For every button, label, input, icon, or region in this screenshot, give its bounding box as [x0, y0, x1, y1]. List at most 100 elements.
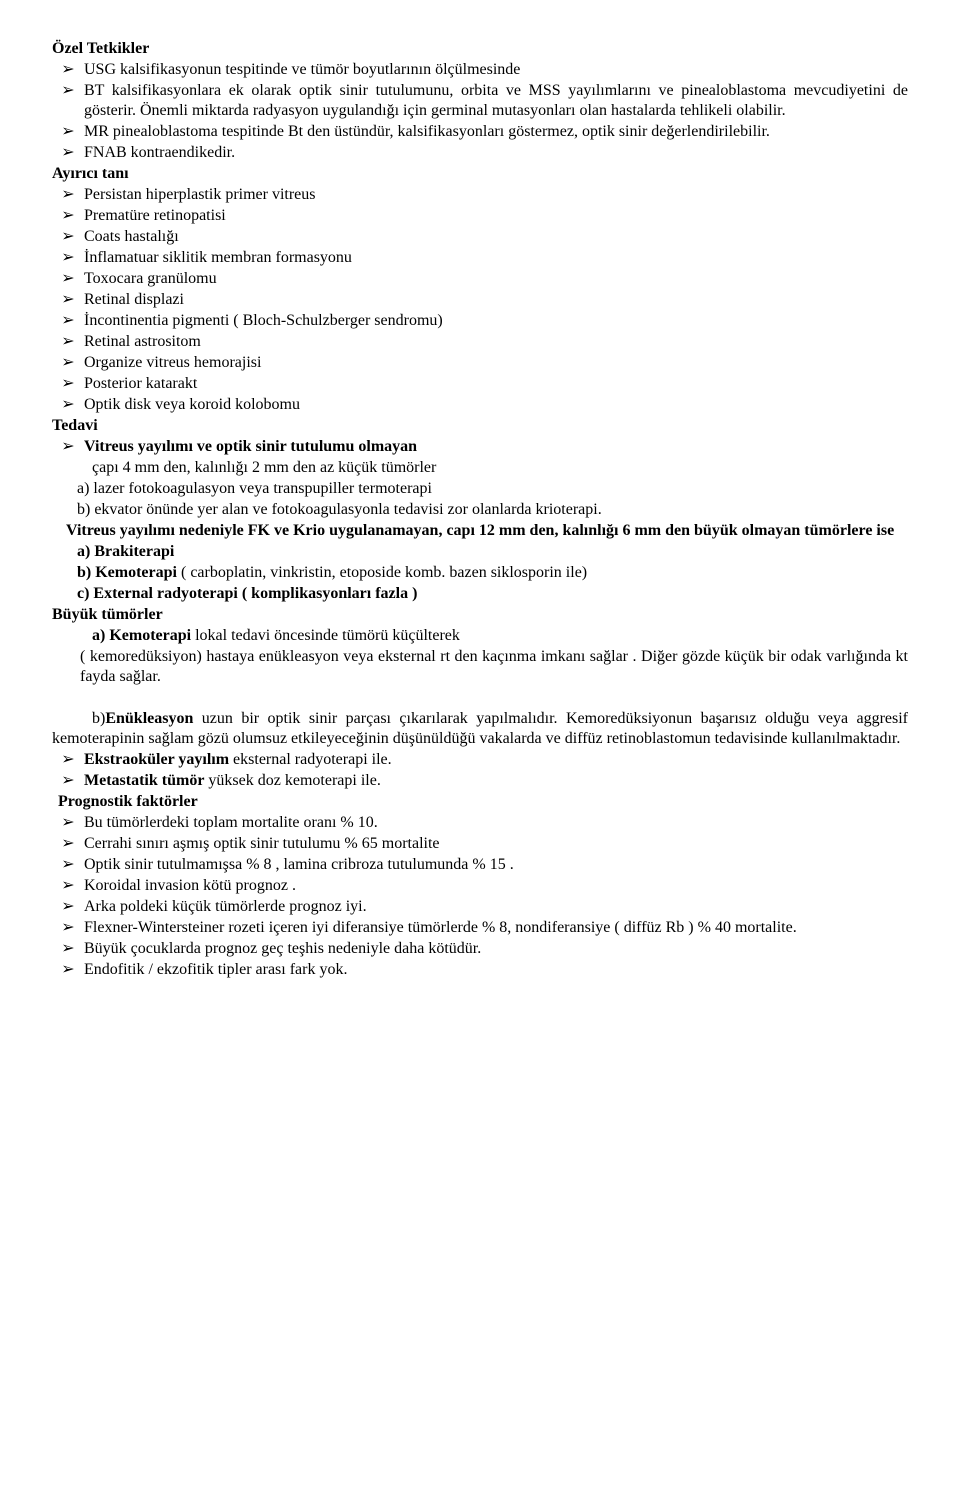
- arrow-icon: ➢: [52, 960, 84, 980]
- bullet-item: ➢ USG kalsifikasyonun tespitinde ve tümö…: [52, 60, 908, 80]
- arrow-icon: ➢: [52, 227, 84, 247]
- arrow-icon: ➢: [52, 834, 84, 854]
- bullet-item: ➢Retinal astrositom: [52, 332, 908, 352]
- bullet-text: Koroidal invasion kötü prognoz .: [84, 876, 908, 896]
- heading-ayirici-tani: Ayırıcı tanı: [52, 164, 908, 184]
- bullet-text: MR pinealoblastoma tespitinde Bt den üst…: [84, 122, 908, 142]
- body-text: çapı 4 mm den, kalınlığı 2 mm den az küç…: [52, 458, 908, 478]
- arrow-icon: ➢: [52, 332, 84, 352]
- arrow-icon: ➢: [52, 771, 84, 791]
- bullet-text: Retinal astrositom: [84, 332, 908, 352]
- arrow-icon: ➢: [52, 185, 84, 205]
- bullet-text: Optik sinir tutulmamışsa % 8 , lamina cr…: [84, 855, 908, 875]
- bullet-text: Toxocara granülomu: [84, 269, 908, 289]
- arrow-icon: ➢: [52, 206, 84, 226]
- bullet-item: ➢Optik sinir tutulmamışsa % 8 , lamina c…: [52, 855, 908, 875]
- bullet-text: Vitreus yayılımı ve optik sinir tutulumu…: [84, 437, 908, 457]
- bullet-item: ➢Endofitik / ekzofitik tipler arası fark…: [52, 960, 908, 980]
- body-text: b) Kemoterapi ( carboplatin, vinkristin,…: [52, 563, 908, 583]
- bullet-item: ➢Toxocara granülomu: [52, 269, 908, 289]
- bullet-item: ➢Optik disk veya koroid kolobomu: [52, 395, 908, 415]
- heading-prognostik: Prognostik faktörler: [52, 792, 908, 812]
- body-text: Vitreus yayılımı nedeniyle FK ve Krio uy…: [52, 521, 908, 541]
- bullet-item: ➢Prematüre retinopatisi: [52, 206, 908, 226]
- bullet-item: ➢ Vitreus yayılımı ve optik sinir tutulu…: [52, 437, 908, 457]
- bullet-item: ➢Organize vitreus hemorajisi: [52, 353, 908, 373]
- body-span: b) Kemoterapi: [77, 564, 177, 581]
- body-span: lokal tedavi öncesinde tümörü küçülterek: [191, 627, 460, 644]
- bullet-item: ➢Cerrahi sınırı aşmış optik sinir tutulu…: [52, 834, 908, 854]
- arrow-icon: ➢: [52, 395, 84, 415]
- bullet-text: İnflamatuar siklitik membran formasyonu: [84, 248, 908, 268]
- arrow-icon: ➢: [52, 60, 84, 80]
- arrow-icon: ➢: [52, 248, 84, 268]
- arrow-icon: ➢: [52, 918, 84, 938]
- bullet-text: FNAB kontraendikedir.: [84, 143, 908, 163]
- body-span: a) Kemoterapi: [92, 627, 191, 644]
- bullet-item: ➢Bu tümörlerdeki toplam mortalite oranı …: [52, 813, 908, 833]
- bullet-text: İncontinentia pigmenti ( Bloch-Schulzber…: [84, 311, 908, 331]
- bullet-item: ➢Retinal displazi: [52, 290, 908, 310]
- bullet-item: ➢ FNAB kontraendikedir.: [52, 143, 908, 163]
- arrow-icon: ➢: [52, 269, 84, 289]
- body-span: b): [92, 710, 105, 727]
- bullet-item: ➢ Metastatik tümör yüksek doz kemoterapi…: [52, 771, 908, 791]
- arrow-icon: ➢: [52, 876, 84, 896]
- body-span: ( carboplatin, vinkristin, etoposide kom…: [177, 564, 587, 581]
- bullet-text: Organize vitreus hemorajisi: [84, 353, 908, 373]
- body-text: b) ekvator önünde yer alan ve fotokoagul…: [52, 500, 908, 520]
- bullet-text: Bu tümörlerdeki toplam mortalite oranı %…: [84, 813, 908, 833]
- bullet-item: ➢Posterior katarakt: [52, 374, 908, 394]
- heading-ozel-tetkikler: Özel Tetkikler: [52, 39, 908, 59]
- bullet-text: Büyük çocuklarda prognoz geç teşhis nede…: [84, 939, 908, 959]
- arrow-icon: ➢: [52, 81, 84, 101]
- body-span: yüksek doz kemoterapi ile.: [204, 772, 380, 789]
- bullet-text: Metastatik tümör yüksek doz kemoterapi i…: [84, 771, 908, 791]
- bullet-text: Coats hastalığı: [84, 227, 908, 247]
- arrow-icon: ➢: [52, 855, 84, 875]
- heading-tedavi: Tedavi: [52, 416, 908, 436]
- bullet-item: ➢Persistan hiperplastik primer vitreus: [52, 185, 908, 205]
- arrow-icon: ➢: [52, 353, 84, 373]
- bullet-text: Persistan hiperplastik primer vitreus: [84, 185, 908, 205]
- body-text: b)Enükleasyon uzun bir optik sinir parça…: [52, 709, 908, 749]
- bullet-text: Retinal displazi: [84, 290, 908, 310]
- body-span: Ekstraoküler yayılım: [84, 751, 229, 768]
- bullet-item: ➢Flexner-Wintersteiner rozeti içeren iyi…: [52, 918, 908, 938]
- bullet-item: ➢Büyük çocuklarda prognoz geç teşhis ned…: [52, 939, 908, 959]
- body-span: eksternal radyoterapi ile.: [229, 751, 392, 768]
- arrow-icon: ➢: [52, 311, 84, 331]
- bullet-item: ➢İnflamatuar siklitik membran formasyonu: [52, 248, 908, 268]
- bullet-text: BT kalsifikasyonlara ek olarak optik sin…: [84, 81, 908, 121]
- bullet-text: USG kalsifikasyonun tespitinde ve tümör …: [84, 60, 908, 80]
- body-span: ( kemoredüksiyon) hastaya enükleasyon ve…: [80, 648, 908, 685]
- arrow-icon: ➢: [52, 374, 84, 394]
- heading-buyuk-tumorler: Büyük tümörler: [52, 605, 908, 625]
- arrow-icon: ➢: [52, 122, 84, 142]
- bullet-text: Optik disk veya koroid kolobomu: [84, 395, 908, 415]
- bullet-text: Ekstraoküler yayılım eksternal radyotera…: [84, 750, 908, 770]
- body-text: a) Brakiterapi: [52, 542, 908, 562]
- arrow-icon: ➢: [52, 290, 84, 310]
- arrow-icon: ➢: [52, 897, 84, 917]
- body-span: Enükleasyon: [105, 710, 193, 727]
- arrow-icon: ➢: [52, 437, 84, 457]
- bullet-text: Endofitik / ekzofitik tipler arası fark …: [84, 960, 908, 980]
- bullet-text: Cerrahi sınırı aşmış optik sinir tutulum…: [84, 834, 908, 854]
- body-span: Metastatik tümör: [84, 772, 204, 789]
- arrow-icon: ➢: [52, 143, 84, 163]
- body-text: ( kemoredüksiyon) hastaya enükleasyon ve…: [52, 647, 908, 687]
- bullet-text: Flexner-Wintersteiner rozeti içeren iyi …: [84, 918, 908, 938]
- body-text: a) lazer fotokoagulasyon veya transpupil…: [52, 479, 908, 499]
- bullet-text: Prematüre retinopatisi: [84, 206, 908, 226]
- bullet-item: ➢Coats hastalığı: [52, 227, 908, 247]
- bullet-item: ➢ BT kalsifikasyonlara ek olarak optik s…: [52, 81, 908, 121]
- bullet-item: ➢İncontinentia pigmenti ( Bloch-Schulzbe…: [52, 311, 908, 331]
- bullet-item: ➢Koroidal invasion kötü prognoz .: [52, 876, 908, 896]
- arrow-icon: ➢: [52, 813, 84, 833]
- bullet-item: ➢ Ekstraoküler yayılım eksternal radyote…: [52, 750, 908, 770]
- body-span: Vitreus yayılımı nedeniyle FK ve Krio uy…: [66, 522, 894, 539]
- bullet-text: Arka poldeki küçük tümörlerde prognoz iy…: [84, 897, 908, 917]
- arrow-icon: ➢: [52, 939, 84, 959]
- bullet-text: Posterior katarakt: [84, 374, 908, 394]
